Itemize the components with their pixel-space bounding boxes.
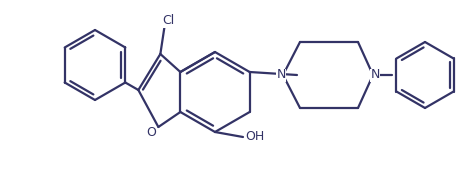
Text: N: N [276, 69, 286, 81]
Text: N: N [370, 69, 380, 81]
Text: Cl: Cl [162, 14, 174, 28]
Text: O: O [146, 125, 156, 139]
Text: OH: OH [246, 131, 264, 143]
